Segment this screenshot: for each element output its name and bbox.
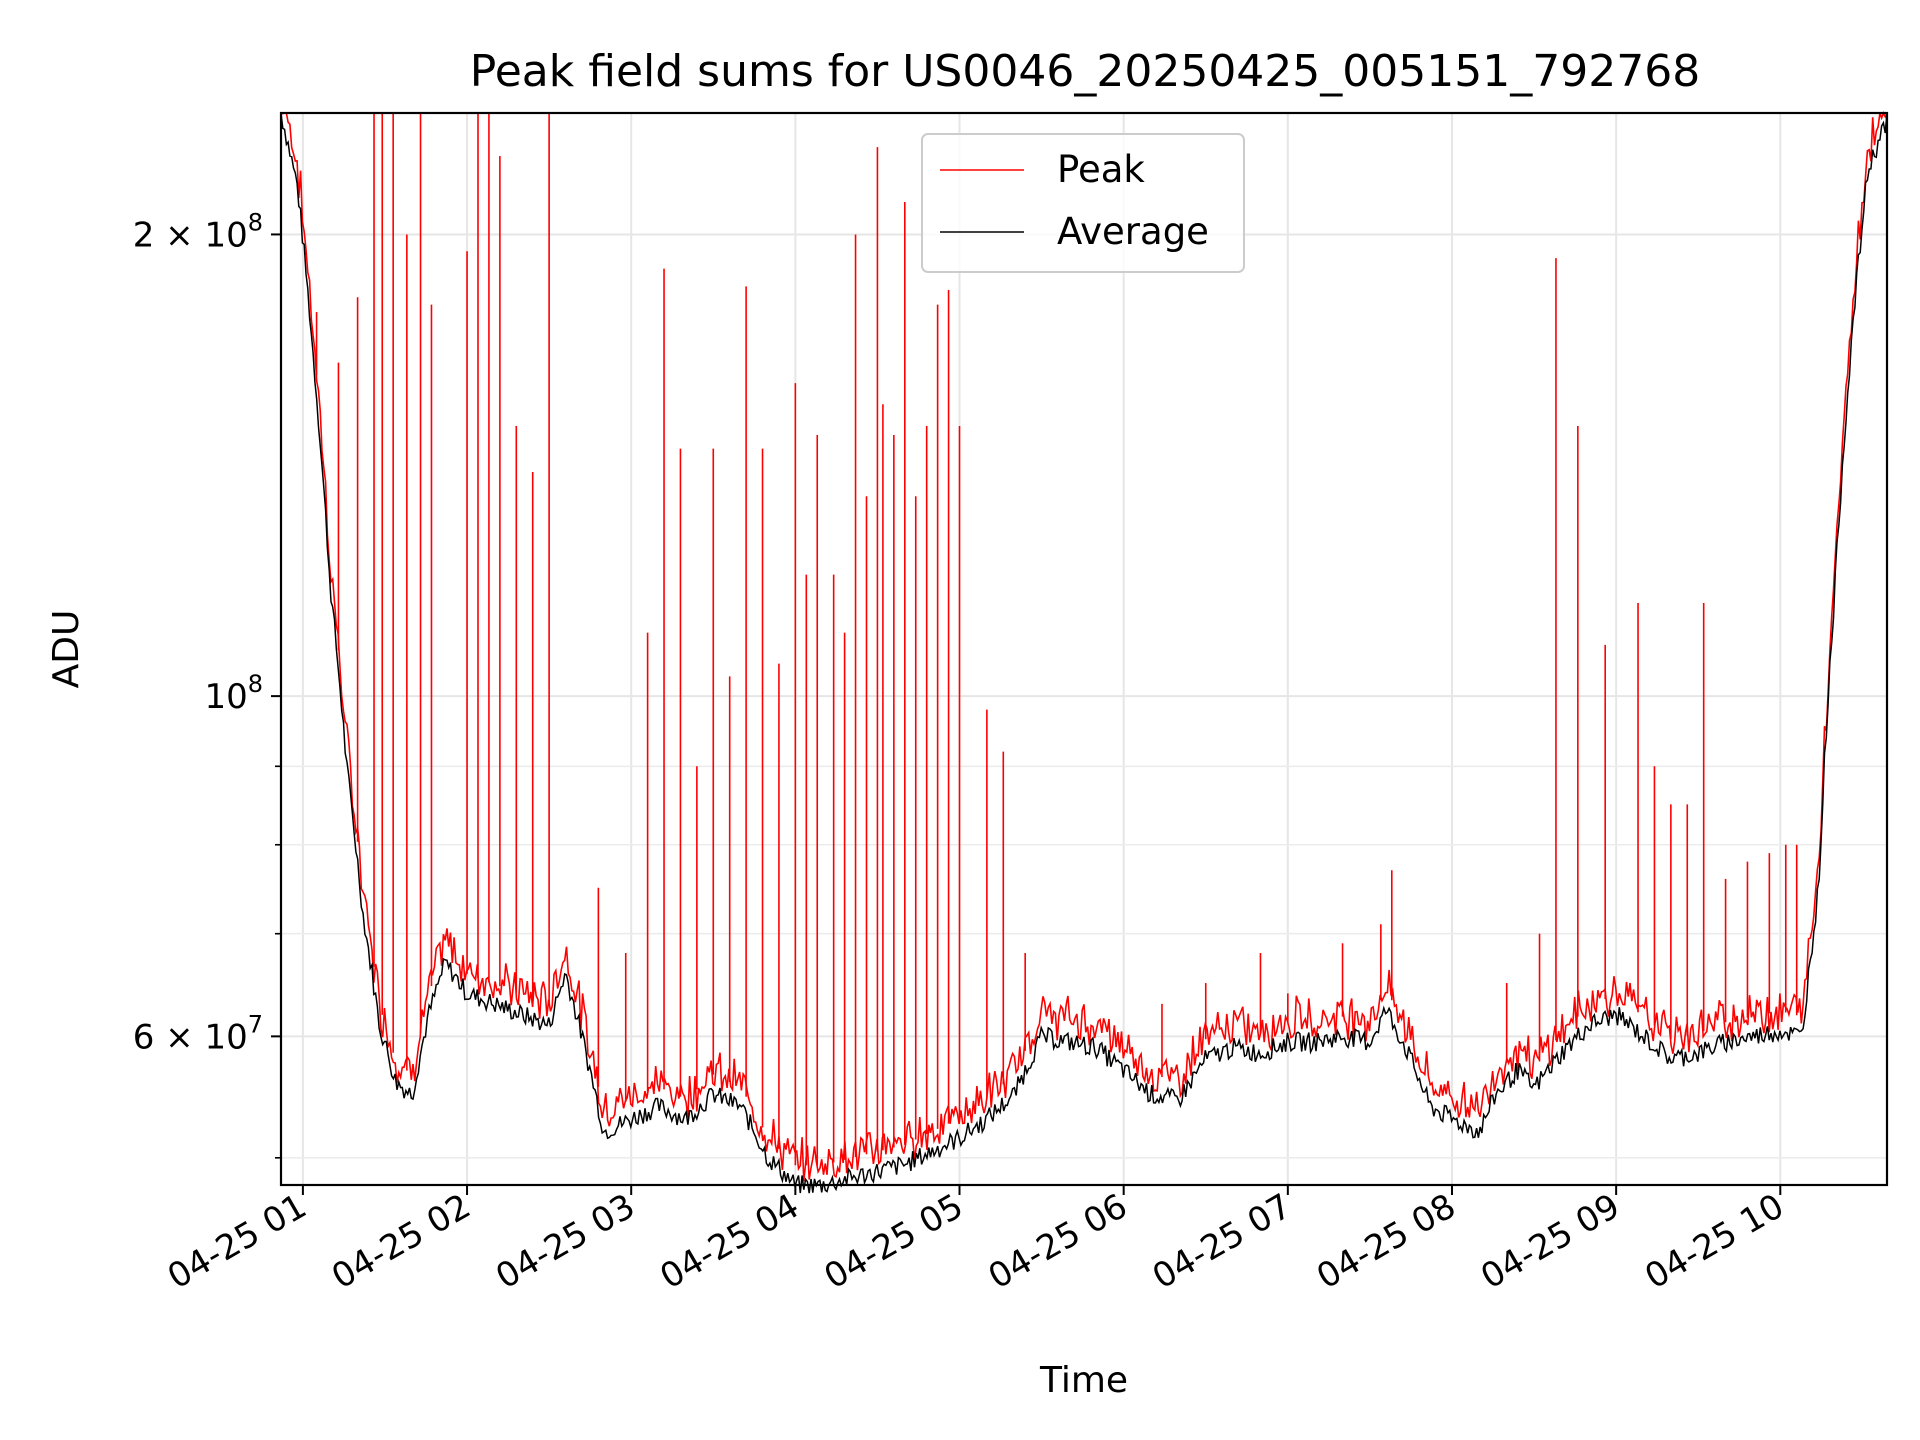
y-axis-label: ADU <box>46 610 87 689</box>
plot-area <box>280 110 1888 1194</box>
y-tick-label: 6 × 107 <box>133 1010 263 1057</box>
legend-peak-label: Peak <box>1057 148 1145 191</box>
legend-box <box>921 133 1245 273</box>
plot-frame <box>279 111 1889 1187</box>
y-tick-label: 108 <box>204 670 263 717</box>
legend: Peak Average <box>921 133 1245 273</box>
legend-average-label: Average <box>1057 210 1209 253</box>
y-axis-ticks: 6 × 107 108 2 × 108 <box>133 208 281 1159</box>
average-series-line <box>280 112 1888 1194</box>
x-axis-label: Time <box>1039 1360 1128 1401</box>
y-tick-label: 2 × 108 <box>133 208 263 255</box>
chart-title: Peak field sums for US0046_20250425_0051… <box>470 46 1700 97</box>
